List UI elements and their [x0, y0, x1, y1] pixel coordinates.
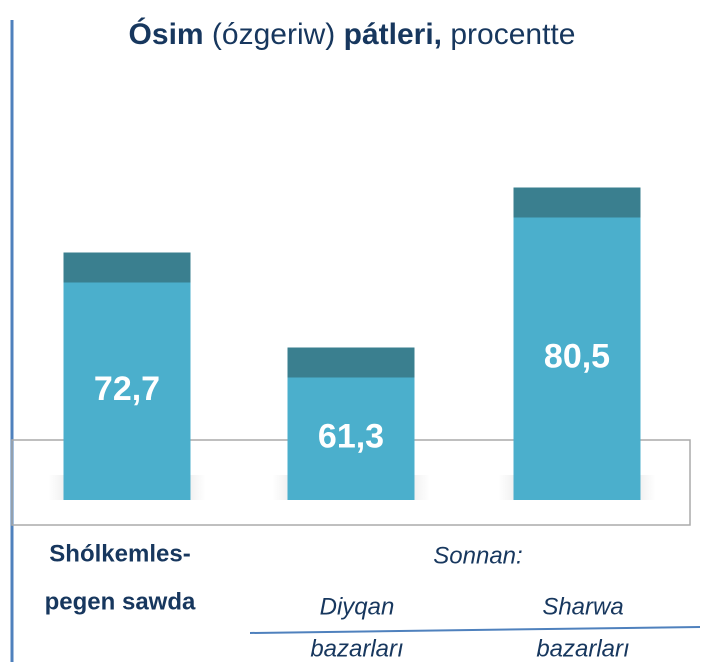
chart-title: Ósim (ózgeriw) pátleri, procentte [129, 17, 576, 51]
bar-cap [287, 347, 415, 378]
underline [249, 626, 701, 634]
category-label: pegen sawda [45, 588, 196, 615]
title-part: procentte [450, 18, 575, 51]
bar-cap [513, 187, 641, 218]
value-label: 72,7 [94, 370, 160, 408]
category-label: bazarları [536, 635, 629, 662]
category-label: Diyqan [320, 593, 395, 620]
category-label: Sharwa [542, 593, 623, 620]
bar [513, 187, 641, 500]
bar [63, 252, 191, 500]
title-part: (ózgeriw) [212, 18, 335, 51]
value-label: 80,5 [544, 338, 610, 376]
title-part: pátleri, [344, 18, 442, 51]
title-part: Ósim [129, 17, 204, 51]
bar-cap [63, 252, 191, 283]
category-label: Shólkemles- [49, 540, 190, 567]
annotation: Sonnan: [433, 542, 522, 569]
value-label: 61,3 [318, 418, 384, 456]
category-label: bazarları [310, 635, 403, 662]
